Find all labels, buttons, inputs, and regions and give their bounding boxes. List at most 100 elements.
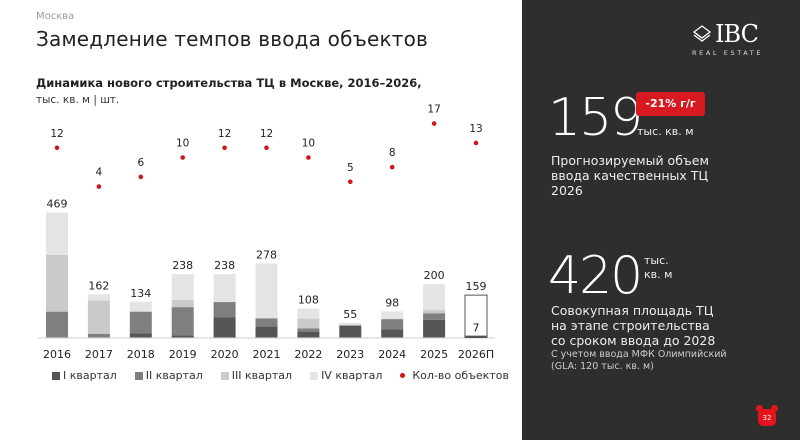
bar-segment — [87, 294, 110, 301]
bar-segment — [381, 311, 404, 320]
bar-total-label: 469 — [47, 198, 68, 211]
desc-line: ввода качественных ТЦ — [551, 168, 709, 183]
bar-segment — [297, 318, 320, 329]
object-count-dot — [473, 140, 479, 146]
legend-item: Кол-во объектов — [400, 369, 509, 382]
legend-item: III квартал — [220, 369, 293, 382]
x-tick-label: 2016 — [43, 348, 71, 361]
legend-label: IV квартал — [321, 369, 383, 382]
x-tick-label: 2020 — [211, 348, 239, 361]
bar-inner-label: 7 — [473, 322, 480, 335]
desc-line: Совокупная площадь ТЦ — [551, 303, 714, 318]
legend-item: IV квартал — [310, 369, 382, 382]
bar-total-label: 238 — [214, 259, 235, 272]
x-tick-label: 2022 — [294, 348, 322, 361]
x-tick-label: 2019 — [169, 348, 197, 361]
bar-segment — [381, 329, 404, 338]
object-count-label: 10 — [176, 138, 189, 150]
note-line: (GLA: 120 тыс. кв. м) — [551, 361, 654, 372]
desc-line: 2026 — [551, 183, 583, 198]
bar-segment — [297, 308, 320, 319]
object-count-label: 6 — [137, 157, 144, 169]
construction-value: 420 — [548, 246, 643, 306]
bar-segment — [171, 307, 194, 336]
desc-line: со сроком ввода до 2028 — [551, 333, 716, 348]
bar-total-label: 98 — [385, 296, 399, 309]
bar-total-label: 134 — [130, 287, 151, 300]
bar-segment — [255, 318, 278, 327]
x-tick-label: 2021 — [253, 348, 281, 361]
bar-segment — [171, 299, 194, 308]
forecast-description: Прогнозируемый объем ввода качественных … — [551, 153, 709, 198]
object-count-label: 12 — [50, 128, 63, 140]
bar-segment — [129, 333, 152, 338]
bar-segment — [297, 328, 320, 332]
bar-segment — [87, 333, 110, 338]
x-tick-label: 2025 — [420, 348, 448, 361]
chart-legend: I квартал II квартал III квартал IV квар… — [52, 369, 509, 382]
logo-cube-icon — [692, 25, 712, 42]
bar-segment — [297, 331, 320, 338]
legend-swatch-icon — [310, 371, 319, 380]
bar-segment — [46, 254, 68, 312]
bar-segment — [423, 313, 446, 320]
x-tick-label: 2026П — [458, 348, 494, 361]
object-count-label: 4 — [96, 167, 103, 179]
bar-total-label: 55 — [343, 308, 357, 321]
object-count-dot — [54, 145, 60, 151]
legend-item: I квартал — [52, 369, 117, 382]
bar-segment — [339, 322, 362, 326]
bar-segment — [46, 212, 68, 255]
construction-note: С учетом ввода МФК Олимпийский (GLA: 120… — [551, 349, 727, 373]
logo-text: IBC — [715, 20, 759, 48]
logo-subtext: REAL ESTATE — [692, 49, 764, 57]
bar-segment — [213, 274, 236, 303]
bar-segment — [423, 319, 446, 338]
legend-swatch-icon — [52, 371, 60, 380]
bar-segment — [171, 274, 194, 300]
bar-segment — [171, 335, 194, 338]
bar-total-label: 108 — [298, 294, 319, 307]
desc-line: Прогнозируемый объем — [551, 153, 709, 168]
x-tick-label: 2017 — [85, 348, 113, 361]
bar-segment — [255, 326, 278, 338]
x-tick-label: 2024 — [378, 348, 406, 361]
bar-chart: 469 2016 12 162 2017 4 134 2018 6 238 2019 10 238 202… — [38, 104, 495, 361]
city-label: Москва — [36, 11, 75, 22]
bar-segment — [87, 300, 110, 334]
unit-line: кв. м — [644, 268, 673, 281]
desc-line: на этапе строительства — [551, 318, 710, 333]
legend-label: II квартал — [145, 369, 203, 382]
bar-total-label: 238 — [172, 259, 193, 272]
stats-panel: IBC REAL ESTATE 159 -21% г/г тыс. кв. м … — [522, 0, 800, 440]
bar-segment — [381, 319, 404, 330]
construction-description: Совокупная площадь ТЦ на этапе строитель… — [551, 303, 715, 348]
object-count-label: 10 — [302, 138, 315, 150]
bar-segment — [255, 263, 278, 319]
chart-title: Динамика нового строительства ТЦ в Москв… — [36, 76, 422, 90]
x-tick-label: 2018 — [127, 348, 155, 361]
object-count-label: 8 — [389, 147, 396, 159]
object-count-dot — [180, 155, 185, 160]
bar-segment — [46, 311, 68, 338]
legend-label: III квартал — [231, 369, 293, 382]
bar-segment — [423, 284, 446, 311]
bar-total-label: 200 — [424, 269, 445, 282]
object-count-dot — [222, 145, 227, 151]
legend-swatch-icon — [134, 371, 143, 380]
object-count-label: 12 — [260, 128, 273, 140]
legend-label: I квартал — [63, 369, 117, 382]
x-tick-label: 2023 — [336, 348, 364, 361]
page-title: Замедление темпов ввода объектов — [36, 27, 429, 51]
object-count-dot — [96, 184, 102, 189]
forecast-value: 159 — [548, 88, 643, 148]
ibc-logo: IBC REAL ESTATE — [692, 20, 763, 57]
object-count-dot — [138, 174, 144, 180]
bar-segment — [465, 335, 487, 338]
bar-segment — [339, 325, 362, 338]
object-count-dot — [431, 121, 437, 126]
bar-segment — [213, 317, 236, 338]
bar-segment — [129, 311, 152, 334]
legend-swatch-icon — [220, 371, 229, 380]
legend-item: II квартал — [134, 369, 203, 382]
